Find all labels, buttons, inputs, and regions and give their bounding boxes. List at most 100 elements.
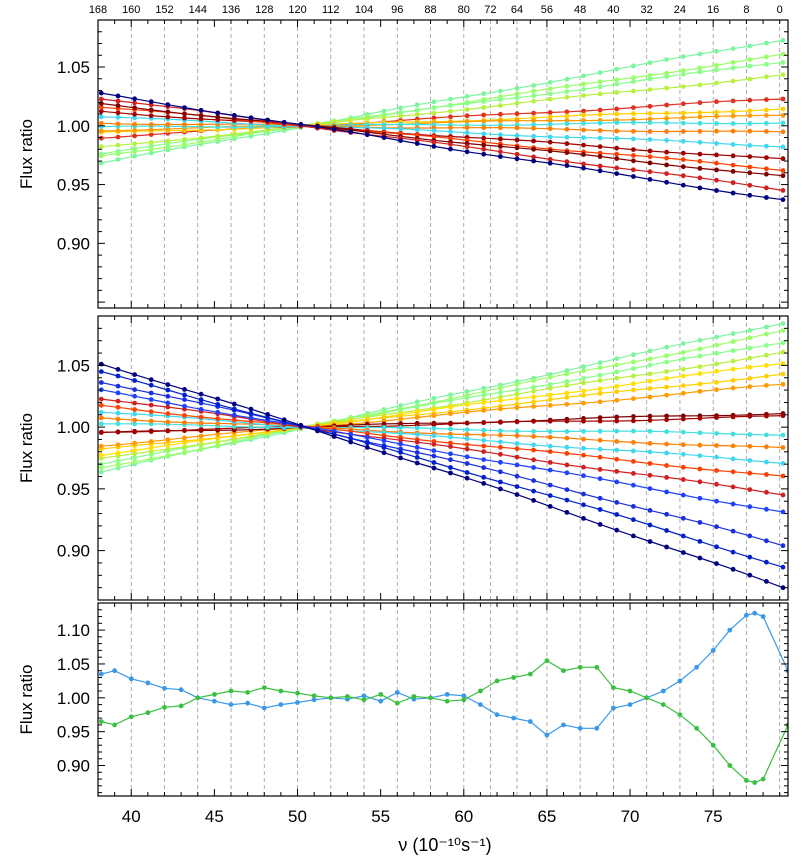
data-point: [481, 449, 487, 454]
data-point: [714, 67, 719, 73]
data-point: [464, 427, 470, 432]
data-point: [764, 185, 769, 191]
data-point: [764, 97, 769, 102]
data-point: [132, 459, 138, 465]
data-point: [664, 149, 669, 155]
data-point: [780, 543, 786, 549]
panel-top-ylabel: Flux ratio: [17, 119, 36, 189]
data-point: [514, 433, 520, 439]
panel-middle-ytick-labels: 0.90 0.95 1.00 1.05: [57, 356, 90, 560]
data-point: [414, 450, 420, 455]
data-point: [481, 91, 487, 97]
data-point: [730, 443, 736, 449]
data-point: [531, 447, 536, 453]
data-point: [212, 692, 217, 697]
data-point: [98, 402, 104, 408]
data-point: [697, 158, 703, 164]
data-point: [132, 146, 138, 152]
data-point: [245, 700, 251, 706]
data-point: [398, 450, 403, 455]
data-point: [431, 395, 437, 401]
data-point: [647, 177, 653, 182]
data-point: [414, 425, 420, 431]
data-point: [680, 129, 686, 134]
data-point: [531, 434, 536, 439]
data-point: [414, 399, 420, 405]
data-point: [182, 403, 187, 409]
data-point: [680, 356, 686, 362]
data-point: [710, 648, 716, 653]
data-point: [198, 427, 204, 432]
data-point: [132, 378, 138, 383]
data-point: [398, 403, 403, 408]
data-point: [764, 54, 769, 60]
data-point: [98, 120, 104, 126]
data-point: [448, 125, 453, 131]
data-point: [182, 387, 187, 392]
data-point: [577, 725, 583, 731]
data-point: [198, 446, 204, 452]
data-point: [547, 160, 553, 166]
data-point: [514, 91, 520, 97]
data-point: [498, 469, 503, 475]
data-point: [498, 125, 503, 131]
data-point: [381, 125, 387, 131]
data-point: [448, 421, 453, 427]
data-point: [780, 37, 786, 43]
data-point: [148, 147, 154, 152]
data-point: [295, 700, 300, 705]
data-point: [627, 688, 633, 694]
top-axis-label: 56: [541, 4, 553, 16]
data-point: [531, 488, 536, 494]
data-point: [647, 169, 653, 175]
data-point: [431, 105, 437, 111]
data-point: [647, 87, 653, 92]
data-point: [664, 463, 669, 468]
top-axis-label: 80: [458, 4, 470, 16]
data-point: [614, 447, 620, 453]
data-point: [148, 402, 154, 408]
data-point: [714, 80, 719, 86]
data-point: [664, 359, 669, 365]
data-point: [414, 122, 420, 127]
data-point: [98, 453, 104, 458]
data-point: [398, 441, 403, 447]
series-line-s4: [101, 74, 784, 148]
data-point: [614, 456, 620, 462]
data-point: [564, 379, 570, 384]
data-point: [697, 364, 703, 369]
data-point: [597, 495, 603, 501]
data-point: [248, 115, 254, 121]
panel-middle-ticks: [97, 315, 788, 601]
data-point: [148, 456, 154, 462]
data-point: [730, 366, 736, 372]
data-point: [730, 431, 736, 437]
data-point: [394, 690, 400, 695]
data-point: [747, 154, 753, 160]
data-point: [747, 113, 753, 118]
data-point: [714, 387, 719, 393]
data-point: [564, 451, 570, 456]
data-point: [631, 459, 636, 464]
data-point: [361, 693, 367, 699]
data-point: [98, 396, 104, 402]
data-point: [115, 103, 121, 108]
data-point: [531, 465, 536, 470]
data-point: [215, 431, 221, 437]
data-point: [614, 66, 620, 72]
data-point: [364, 132, 370, 138]
data-point: [498, 97, 503, 102]
data-point: [132, 372, 138, 377]
data-point: [697, 389, 703, 394]
data-point: [514, 405, 520, 410]
data-point: [98, 135, 104, 141]
data-point: [431, 441, 437, 447]
data-point: [198, 442, 204, 447]
data-point: [581, 364, 586, 370]
series-line-green: [101, 659, 788, 784]
data-point: [597, 399, 603, 405]
data-point: [514, 85, 520, 91]
data-point: [647, 60, 653, 66]
data-point: [647, 362, 653, 368]
data-point: [481, 385, 487, 391]
